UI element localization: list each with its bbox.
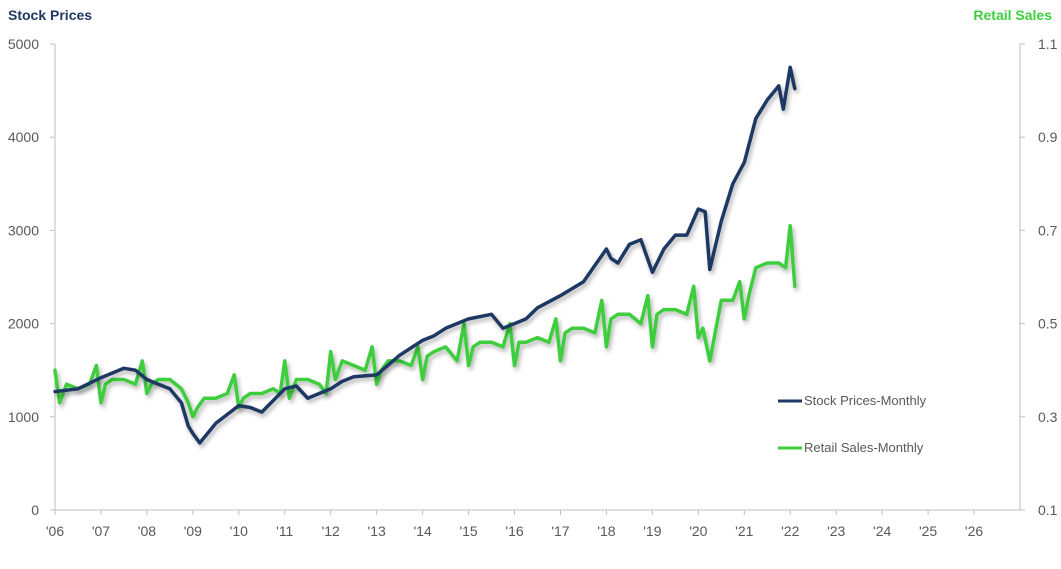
x-tick-label: '09 [184, 523, 202, 539]
legend: Stock Prices-Monthly Retail Sales-Monthl… [778, 393, 927, 455]
left-tick-label: 0 [31, 502, 39, 518]
left-tick-label: 5000 [8, 36, 39, 52]
left-tick-label: 4000 [8, 129, 39, 145]
axes: 0 1000 2000 3000 4000 5000 0.1 0.3 0.5 0.7 0.9 1.1 '… [8, 36, 1058, 539]
x-tick-label: '15 [459, 523, 477, 539]
legend-label-retail-sales: Retail Sales-Monthly [804, 440, 924, 455]
series-line-retail-sales-monthly [53, 223, 797, 419]
x-tick-label: '18 [597, 523, 615, 539]
legend-item-retail-sales: Retail Sales-Monthly [778, 440, 924, 455]
left-tick-label: 2000 [8, 316, 39, 332]
x-tick-label: '24 [873, 523, 891, 539]
left-tick-label: 3000 [8, 222, 39, 238]
x-tick-label: '22 [781, 523, 799, 539]
x-tick-label: '10 [230, 523, 248, 539]
right-tick-label: 0.7 [1038, 222, 1058, 238]
right-axis-title: Retail Sales [973, 7, 1052, 23]
series-layer [53, 65, 797, 445]
series-line-stock-prices-monthly [53, 65, 797, 445]
left-tick-label: 1000 [8, 409, 39, 425]
x-tick-label: '17 [551, 523, 569, 539]
right-tick-label: 0.3 [1038, 409, 1058, 425]
x-tick-label: '19 [643, 523, 661, 539]
x-tick-label: '07 [92, 523, 110, 539]
x-tick-label: '08 [138, 523, 156, 539]
x-tick-label: '13 [368, 523, 386, 539]
left-axis-title: Stock Prices [8, 7, 92, 23]
x-tick-label: '14 [413, 523, 431, 539]
legend-item-stock-prices: Stock Prices-Monthly [778, 393, 927, 408]
right-tick-label: 0.1 [1038, 502, 1058, 518]
legend-label-stock-prices: Stock Prices-Monthly [804, 393, 927, 408]
right-tick-label: 0.5 [1038, 316, 1058, 332]
x-tick-label: '11 [276, 523, 293, 539]
right-tick-label: 1.1 [1038, 36, 1058, 52]
x-tick-label: '26 [965, 523, 983, 539]
right-tick-label: 0.9 [1038, 129, 1058, 145]
x-tick-label: '23 [827, 523, 845, 539]
x-tick-label: '25 [919, 523, 937, 539]
x-tick-label: '21 [735, 523, 753, 539]
x-tick-label: '16 [505, 523, 523, 539]
x-tick-label: '20 [689, 523, 707, 539]
x-tick-label: '06 [46, 523, 64, 539]
x-tick-label: '12 [322, 523, 340, 539]
